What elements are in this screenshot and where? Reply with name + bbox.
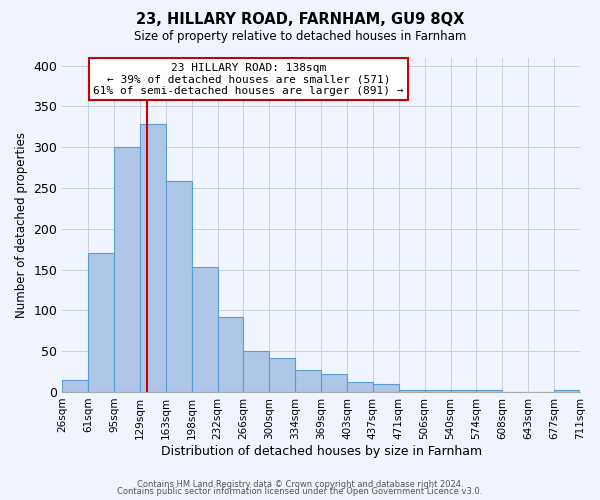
Bar — [62, 380, 88, 392]
Bar — [295, 370, 321, 392]
Bar — [218, 317, 244, 392]
Text: Contains public sector information licensed under the Open Government Licence v3: Contains public sector information licen… — [118, 487, 482, 496]
Bar — [451, 390, 476, 392]
Bar — [140, 124, 166, 392]
X-axis label: Distribution of detached houses by size in Farnham: Distribution of detached houses by size … — [161, 444, 482, 458]
Bar — [347, 382, 373, 392]
Bar — [192, 267, 218, 392]
Text: 23, HILLARY ROAD, FARNHAM, GU9 8QX: 23, HILLARY ROAD, FARNHAM, GU9 8QX — [136, 12, 464, 28]
Bar — [554, 390, 580, 392]
Bar — [244, 351, 269, 392]
Text: Size of property relative to detached houses in Farnham: Size of property relative to detached ho… — [134, 30, 466, 43]
Bar — [269, 358, 295, 392]
Bar — [399, 390, 425, 392]
Bar — [88, 254, 114, 392]
Bar — [114, 147, 140, 392]
Text: Contains HM Land Registry data © Crown copyright and database right 2024.: Contains HM Land Registry data © Crown c… — [137, 480, 463, 489]
Y-axis label: Number of detached properties: Number of detached properties — [15, 132, 28, 318]
Bar — [321, 374, 347, 392]
Bar — [166, 182, 192, 392]
Bar — [476, 390, 502, 392]
Text: 23 HILLARY ROAD: 138sqm
← 39% of detached houses are smaller (571)
61% of semi-d: 23 HILLARY ROAD: 138sqm ← 39% of detache… — [94, 62, 404, 96]
Bar — [373, 384, 399, 392]
Bar — [425, 390, 451, 392]
